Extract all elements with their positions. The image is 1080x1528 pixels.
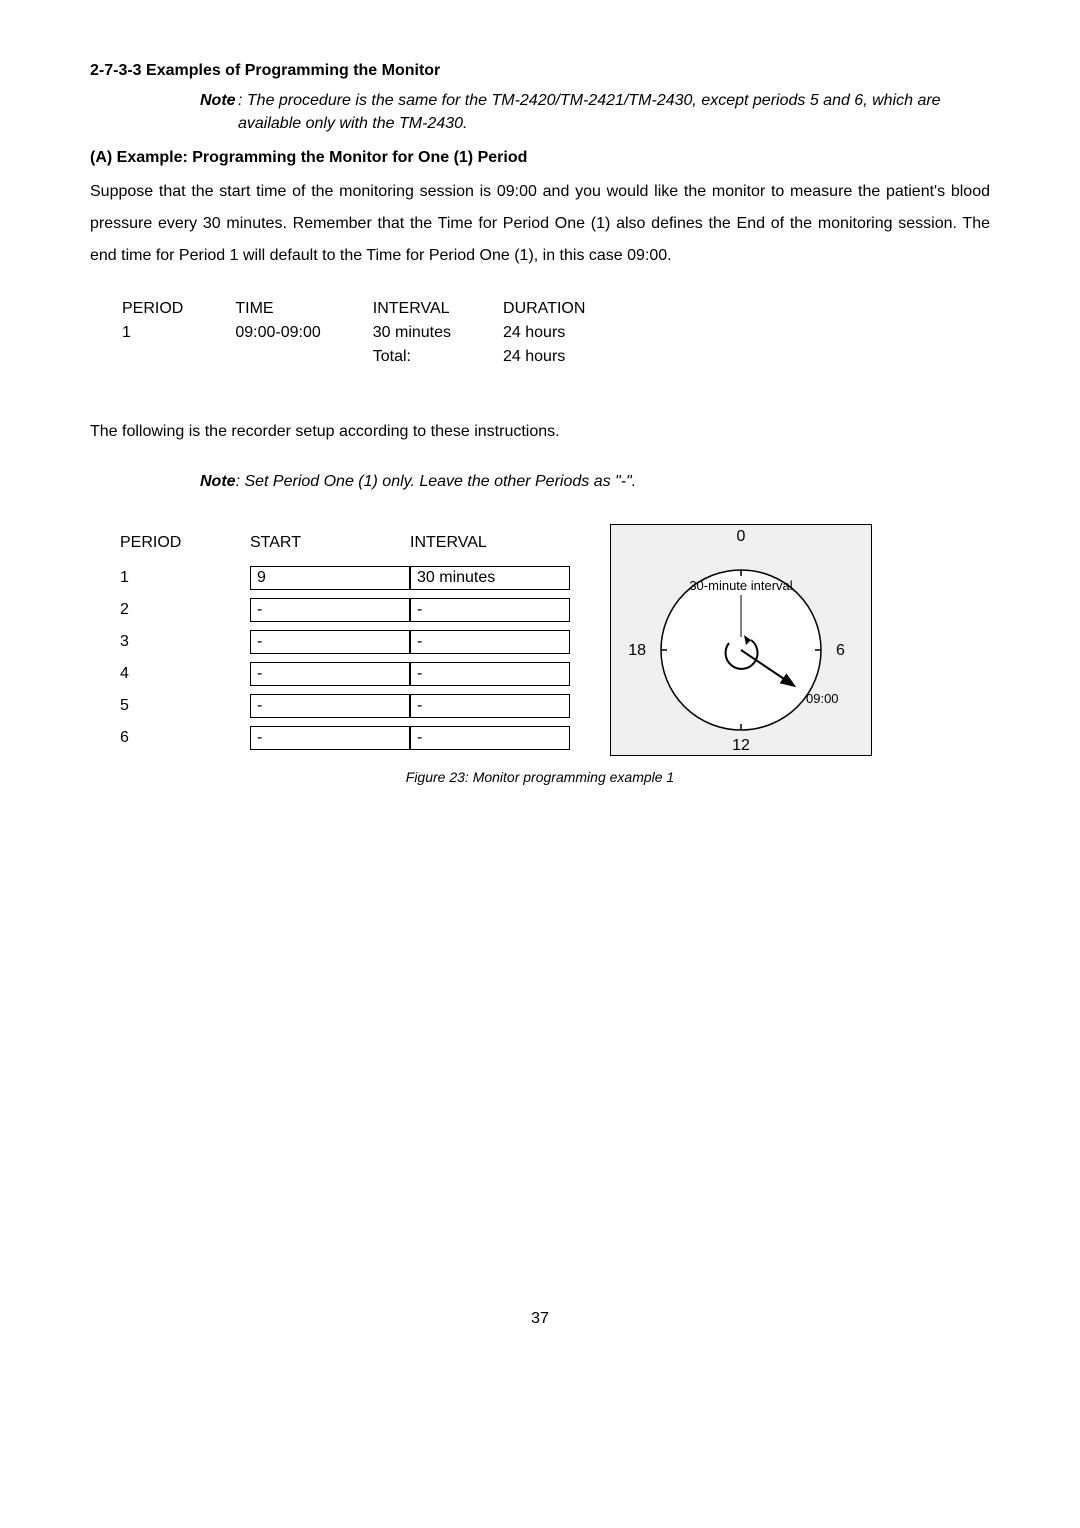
t2-r4-start: - [250, 662, 410, 686]
t1-r0c0: 1 [122, 322, 233, 344]
t2-r5-interval: - [410, 694, 570, 718]
note-block-2: Note: Set Period One (1) only. Leave the… [200, 471, 990, 493]
clock-diagram: 0 18 6 12 30-minute interval 09:00 [610, 524, 872, 756]
setup-instruction: The following is the recorder setup acco… [90, 421, 990, 443]
t2-h-period: PERIOD [120, 532, 250, 558]
section-heading: 2-7-3-3 Examples of Programming the Moni… [90, 60, 990, 82]
clock-label-bottom: 12 [732, 737, 750, 754]
note-text-2: : Set Period One (1) only. Leave the oth… [236, 473, 637, 490]
t1-r0c3: 24 hours [503, 322, 635, 344]
t1-r0c2: 30 minutes [373, 322, 501, 344]
t2-r3-period: 3 [120, 630, 250, 654]
t2-r3-start: - [250, 630, 410, 654]
t1-r1c2: Total: [373, 346, 501, 368]
t2-r4-period: 4 [120, 662, 250, 686]
t1-r1c3: 24 hours [503, 346, 635, 368]
t2-r1-start: 9 [250, 566, 410, 590]
clock-time-label: 09:00 [806, 691, 839, 706]
th-period: PERIOD [122, 298, 233, 320]
period-duration-table: PERIOD TIME INTERVAL DURATION 1 09:00-09… [120, 296, 637, 371]
note-text-1: : The procedure is the same for the TM-2… [238, 90, 990, 135]
clock-label-left: 18 [628, 642, 646, 659]
clock-svg: 0 18 6 12 30-minute interval 09:00 [611, 525, 871, 755]
t2-r1-period: 1 [120, 566, 250, 590]
t2-r6-period: 6 [120, 726, 250, 750]
t1-r0c1: 09:00-09:00 [235, 322, 370, 344]
note-block-1: Note : The procedure is the same for the… [200, 90, 990, 135]
example-subheading: (A) Example: Programming the Monitor for… [90, 147, 990, 169]
recorder-setup-table: PERIOD START INTERVAL 1 9 30 minutes 2 -… [120, 524, 570, 758]
t2-r2-start: - [250, 598, 410, 622]
t1-r1c0 [122, 346, 233, 368]
th-interval: INTERVAL [373, 298, 501, 320]
t2-r2-period: 2 [120, 598, 250, 622]
t1-r1c1 [235, 346, 370, 368]
t2-h-start: START [250, 532, 410, 558]
t2-r2-interval: - [410, 598, 570, 622]
figure-caption: Figure 23: Monitor programming example 1 [90, 768, 990, 788]
clock-label-top: 0 [737, 528, 746, 545]
t2-r1-interval: 30 minutes [410, 566, 570, 590]
note-label-2: Note [200, 473, 236, 490]
t2-r3-interval: - [410, 630, 570, 654]
t2-r5-period: 5 [120, 694, 250, 718]
clock-label-right: 6 [836, 642, 845, 659]
th-time: TIME [235, 298, 370, 320]
page-number: 37 [90, 1308, 990, 1330]
t2-r6-start: - [250, 726, 410, 750]
t2-h-interval: INTERVAL [410, 532, 570, 558]
t2-r4-interval: - [410, 662, 570, 686]
note-label-1: Note [200, 92, 236, 109]
clock-annotation: 30-minute interval [689, 578, 792, 593]
th-duration: DURATION [503, 298, 635, 320]
t2-r6-interval: - [410, 726, 570, 750]
t2-r5-start: - [250, 694, 410, 718]
body-paragraph: Suppose that the start time of the monit… [90, 176, 990, 272]
